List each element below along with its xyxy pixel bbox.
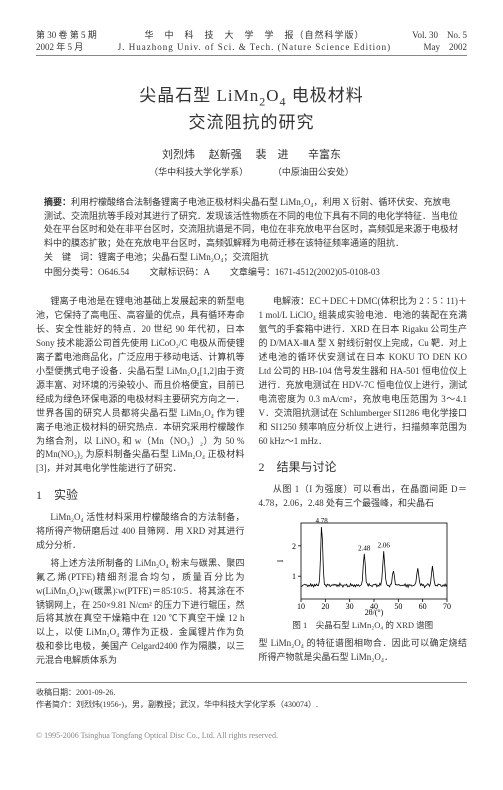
header-left: 第 30 卷 第 5 期 2002 年 5 月 [36, 30, 97, 53]
svg-text:2: 2 [292, 542, 296, 551]
footnote-received: 收稿日期：2001-09-26. [36, 687, 467, 699]
affiliations: （华中科技大学化学系） （中原油田公安处） [36, 165, 467, 178]
journal-cn: 华 中 科 技 大 学 学 报（自然科学版） [97, 30, 412, 42]
recv-label: 收稿日期： [36, 688, 76, 697]
affil-1: （华中科技大学化学系） [149, 167, 244, 177]
svg-text:I: I [276, 559, 285, 562]
svg-text:1: 1 [292, 572, 296, 581]
right-column: 电解液：EC＋DEC＋DMC(体积比为 2∶5∶11)＋1 mol/L LiCl… [259, 295, 468, 672]
header-right: Vol. 30 No. 5 May 2002 [412, 30, 467, 53]
svg-text:4.78: 4.78 [315, 517, 328, 525]
svg-text:2.06: 2.06 [377, 541, 390, 549]
title-l1-mid: O [266, 86, 279, 105]
sec1-p2: 将上述方法所制备的 LiMn₂O₄ 粉末与碳黑、聚四氟乙烯(PTFE)精细剂混合… [36, 557, 245, 669]
auth-value: 刘烈炜(1956-)，男，副教授；武汉，华中科技大学化学系（430074）. [76, 700, 318, 709]
left-column: 锂离子电池是在锂电池基础上发展起来的新型电池，它保持了高电压、高容量的优点，具有… [36, 295, 245, 672]
body-columns: 锂离子电池是在锂电池基础上发展起来的新型电池，它保持了高电压、高容量的优点，具有… [36, 295, 467, 672]
copyright: © 1995-2006 Tsinghua Tongfang Optical Di… [36, 731, 467, 740]
recv-value: 2001-09-26. [76, 688, 115, 697]
svg-text:10: 10 [297, 602, 305, 611]
sec2-p1: 从图 1（I 为强度）可以看出，在晶面间距 D＝4.78，2.06，2.48 处… [259, 483, 468, 511]
id-label: 文章编号： [230, 267, 275, 277]
keywords: 关 键 词：锂离子电池；尖晶石型 LiMn₂O₄；交流阻抗 [36, 250, 467, 264]
header-center: 华 中 科 技 大 学 学 报（自然科学版） J. Huazhong Univ.… [97, 30, 412, 53]
vol-en: Vol. 30 No. 5 [412, 30, 467, 42]
journal-header: 第 30 卷 第 5 期 2002 年 5 月 华 中 科 技 大 学 学 报（… [36, 30, 467, 56]
author-3: 裴 进 [256, 149, 289, 161]
right-p1: 电解液：EC＋DEC＋DMC(体积比为 2∶5∶11)＋1 mol/L LiCl… [259, 295, 468, 448]
svg-text:30: 30 [345, 602, 353, 611]
paper-title: 尖晶石型 LiMn2O4 电极材料 交流阻抗的研究 [36, 84, 467, 134]
date-cn: 2002 年 5 月 [36, 42, 97, 54]
journal-en: J. Huazhong Univ. of Sci. & Tech. (Natur… [97, 42, 412, 54]
abstract: 摘要：利用柠檬酸络合法制备锂离子电池正极材料尖晶石型 LiMn₂O₄，利用 X … [36, 196, 467, 250]
sec2-p2: 型 LiMn₂O₄ 的特征谱图相吻合．因此可以确定烧结所得产物就是尖晶石型 Li… [259, 637, 468, 665]
abstract-text: 利用柠檬酸络合法制备锂离子电池正极材料尖晶石型 LiMn₂O₄，利用 X 衍射、… [44, 197, 458, 248]
sec1-p1: LiMn₂O₄ 活性材料采用柠檬酸络合的方法制备，将所得产物研磨后过 400 目… [36, 511, 245, 553]
title-l2: 交流阻抗的研究 [189, 113, 315, 132]
affil-2: （中原油田公安处） [273, 167, 354, 177]
svg-text:60: 60 [418, 602, 426, 611]
clc-label: 中图分类号： [44, 267, 98, 277]
section-1-title: 1 实验 [36, 486, 245, 505]
authors: 刘烈炜 赵新强 裴 进 辛富东 [36, 146, 467, 162]
svg-text:50: 50 [394, 602, 402, 611]
page: 第 30 卷 第 5 期 2002 年 5 月 华 中 科 技 大 学 学 报（… [0, 0, 503, 760]
vol-cn: 第 30 卷 第 5 期 [36, 30, 97, 42]
title-block: 尖晶石型 LiMn2O4 电极材料 交流阻抗的研究 刘烈炜 赵新强 裴 进 辛富… [36, 84, 467, 178]
clc-value: O646.54 [98, 267, 129, 277]
abstract-label: 摘要： [44, 197, 71, 207]
title-l1-post: 电极材料 [287, 86, 364, 105]
keywords-label: 关 键 词： [44, 252, 98, 262]
title-sub-4: 4 [280, 95, 287, 109]
title-l1-pre: 尖晶石型 LiMn [139, 86, 259, 105]
figure-1: 10203040506070122θ/(°)I4.782.482.06 图 1 … [259, 517, 468, 631]
figure-1-caption: 图 1 尖晶石型 LiMn₂O₄ 的 XRD 谱图 [259, 620, 468, 631]
svg-text:2θ/(°): 2θ/(°) [364, 608, 383, 617]
doc-value: A [204, 267, 210, 277]
section-2-title: 2 结果与讨论 [259, 458, 468, 477]
svg-text:20: 20 [321, 602, 329, 611]
auth-label: 作者简介： [36, 700, 76, 709]
id-value: 1671-4512(2002)05-0108-03 [275, 267, 380, 277]
svg-text:2.48: 2.48 [358, 544, 371, 552]
svg-text:70: 70 [443, 602, 451, 611]
author-4: 辛富东 [308, 149, 341, 161]
classification: 中图分类号：O646.54 文献标识码：A 文章编号：1671-4512(200… [36, 265, 467, 279]
author-2: 赵新强 [209, 149, 242, 161]
footnotes: 收稿日期：2001-09-26. 作者简介：刘烈炜(1956-)，男，副教授；武… [36, 682, 467, 711]
keywords-text: 锂离子电池；尖晶石型 LiMn₂O₄；交流阻抗 [98, 252, 269, 262]
intro-p1: 锂离子电池是在锂电池基础上发展起来的新型电池，它保持了高电压、高容量的优点，具有… [36, 295, 245, 476]
date-en: May 2002 [412, 42, 467, 54]
doc-label: 文献标识码： [150, 267, 204, 277]
author-1: 刘烈炜 [162, 149, 195, 161]
figure-1-chart: 10203040506070122θ/(°)I4.782.482.06 [273, 517, 453, 617]
footnote-author: 作者简介：刘烈炜(1956-)，男，副教授；武汉，华中科技大学化学系（43007… [36, 699, 467, 711]
